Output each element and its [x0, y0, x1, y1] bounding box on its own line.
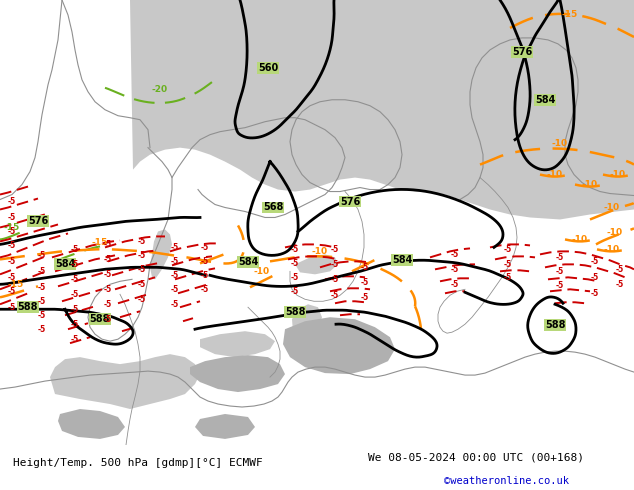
Text: -10: -10 [572, 235, 588, 244]
Text: -5: -5 [138, 237, 146, 246]
Text: -10: -10 [607, 228, 623, 237]
Text: -5: -5 [361, 278, 369, 287]
Text: 584: 584 [392, 255, 412, 266]
Text: -20: -20 [152, 85, 168, 94]
Text: -5: -5 [8, 197, 16, 206]
Text: -5: -5 [291, 245, 299, 254]
Text: 584: 584 [55, 259, 75, 270]
Text: -5: -5 [71, 335, 79, 343]
Text: -5: -5 [38, 325, 46, 334]
Text: Height/Temp. 500 hPa [gdmp][°C] ECMWF: Height/Temp. 500 hPa [gdmp][°C] ECMWF [13, 458, 262, 468]
Text: -15: -15 [92, 238, 108, 247]
Text: -5: -5 [8, 227, 16, 236]
Text: -5: -5 [556, 253, 564, 262]
Text: -5: -5 [71, 305, 79, 314]
Text: We 08-05-2024 00:00 UTC (00+168): We 08-05-2024 00:00 UTC (00+168) [368, 453, 584, 463]
Text: -5: -5 [331, 291, 339, 300]
Text: -5: -5 [201, 257, 209, 266]
Text: 588: 588 [285, 307, 305, 317]
Text: -5: -5 [331, 275, 339, 284]
Text: -10: -10 [552, 139, 568, 148]
Text: -10: -10 [547, 170, 563, 179]
Text: -5: -5 [291, 287, 299, 296]
Text: -10: -10 [312, 247, 328, 256]
Text: -5: -5 [8, 273, 16, 282]
Text: -5: -5 [138, 295, 146, 304]
Text: -5: -5 [104, 300, 112, 309]
Text: -5: -5 [451, 280, 459, 289]
Text: -5: -5 [38, 297, 46, 306]
Text: 588: 588 [545, 320, 566, 330]
Text: 576: 576 [512, 47, 532, 57]
Text: 576: 576 [28, 217, 48, 226]
Text: 560: 560 [258, 63, 278, 73]
Text: -5: -5 [556, 281, 564, 290]
Text: -10: -10 [610, 170, 626, 179]
Text: -5: -5 [331, 260, 339, 269]
Text: -10: -10 [582, 180, 598, 189]
Text: -5: -5 [171, 300, 179, 309]
Text: 584: 584 [535, 95, 555, 105]
Text: 576: 576 [340, 196, 360, 206]
Text: -5: -5 [201, 285, 209, 294]
Text: -5: -5 [71, 245, 79, 254]
Text: -5: -5 [104, 255, 112, 264]
Text: -5: -5 [361, 263, 369, 272]
Text: 584: 584 [238, 257, 258, 268]
Text: -5: -5 [451, 265, 459, 274]
Text: -5: -5 [8, 287, 16, 296]
Text: -5: -5 [331, 245, 339, 254]
Text: -10: -10 [254, 267, 270, 276]
Text: -5: -5 [361, 293, 369, 302]
Text: -5: -5 [591, 273, 599, 282]
Text: -5: -5 [504, 260, 512, 269]
Text: -5: -5 [8, 241, 16, 250]
Text: -5: -5 [201, 271, 209, 280]
Text: -5: -5 [71, 275, 79, 284]
Text: -10: -10 [604, 203, 620, 212]
Text: -5: -5 [104, 270, 112, 279]
Text: -5: -5 [138, 251, 146, 260]
Text: -5: -5 [104, 315, 112, 324]
Text: -5: -5 [591, 289, 599, 298]
Text: -15: -15 [8, 280, 24, 289]
Text: -5: -5 [8, 303, 16, 312]
Text: -5: -5 [171, 243, 179, 252]
Text: -5: -5 [138, 280, 146, 289]
Text: -5: -5 [171, 285, 179, 294]
Text: -5: -5 [556, 267, 564, 276]
Text: -5: -5 [71, 260, 79, 269]
Text: -5: -5 [38, 283, 46, 292]
Text: -5: -5 [201, 243, 209, 252]
Text: -5: -5 [8, 257, 16, 266]
Text: -5: -5 [38, 251, 46, 260]
Text: -5: -5 [616, 265, 624, 274]
Text: -5: -5 [71, 319, 79, 329]
Text: -15: -15 [4, 223, 20, 232]
Text: -5: -5 [104, 240, 112, 249]
Text: -5: -5 [171, 257, 179, 266]
Text: ©weatheronline.co.uk: ©weatheronline.co.uk [444, 476, 569, 486]
Text: -5: -5 [71, 290, 79, 299]
Text: -15: -15 [562, 10, 578, 20]
Text: -5: -5 [504, 273, 512, 282]
Text: -5: -5 [291, 259, 299, 268]
Text: 588: 588 [18, 302, 38, 312]
Text: -5: -5 [104, 285, 112, 294]
Text: -5: -5 [616, 280, 624, 289]
Text: -5: -5 [38, 267, 46, 276]
Text: -5: -5 [504, 245, 512, 254]
Text: 588: 588 [90, 314, 110, 324]
Text: -5: -5 [291, 273, 299, 282]
Text: -5: -5 [451, 250, 459, 259]
Text: -5: -5 [138, 265, 146, 274]
Text: -5: -5 [38, 311, 46, 320]
Text: -5: -5 [171, 271, 179, 280]
Text: -10: -10 [604, 245, 620, 254]
Text: -5: -5 [8, 213, 16, 222]
Text: 568: 568 [263, 202, 283, 213]
Text: -5: -5 [591, 257, 599, 266]
